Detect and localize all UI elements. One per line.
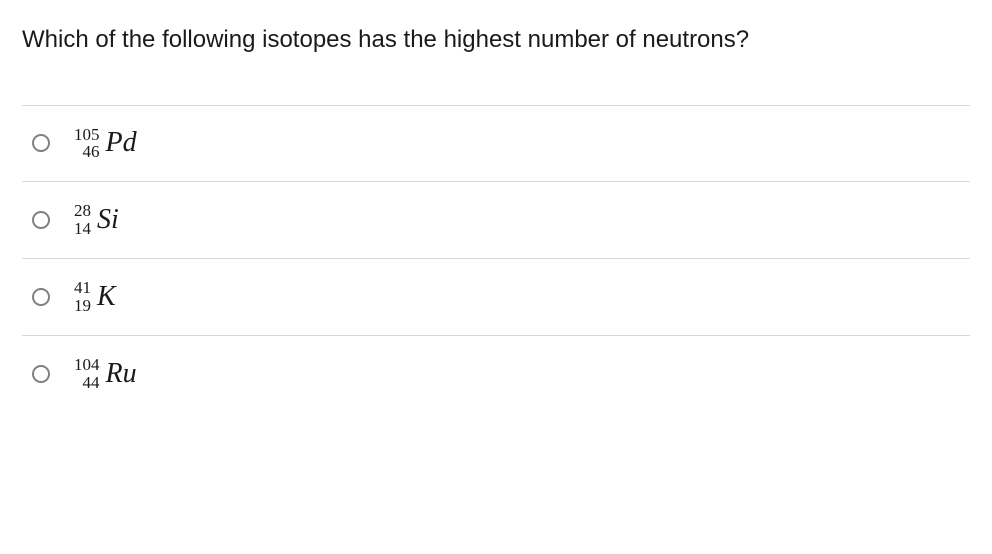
isotope-label: 104 44 Ru bbox=[74, 356, 137, 392]
isotope-label: 28 14 Si bbox=[74, 202, 119, 238]
mass-number: 104 bbox=[74, 356, 100, 374]
element-symbol: Si bbox=[97, 206, 119, 234]
atomic-number: 44 bbox=[83, 374, 100, 392]
mass-number: 105 bbox=[74, 126, 100, 144]
option-row[interactable]: 105 46 Pd bbox=[22, 106, 970, 183]
isotope-numbers: 104 44 bbox=[74, 356, 100, 392]
isotope-numbers: 28 14 bbox=[74, 202, 91, 238]
atomic-number: 14 bbox=[74, 220, 91, 238]
isotope-numbers: 41 19 bbox=[74, 279, 91, 315]
option-row[interactable]: 28 14 Si bbox=[22, 182, 970, 259]
mass-number: 28 bbox=[74, 202, 91, 220]
isotope-label: 105 46 Pd bbox=[74, 126, 137, 162]
option-row[interactable]: 41 19 K bbox=[22, 259, 970, 336]
element-symbol: Ru bbox=[106, 360, 137, 388]
option-row[interactable]: 104 44 Ru bbox=[22, 336, 970, 412]
element-symbol: Pd bbox=[106, 129, 137, 157]
radio-icon[interactable] bbox=[32, 134, 50, 152]
isotope-label: 41 19 K bbox=[74, 279, 116, 315]
options-list: 105 46 Pd 28 14 Si 41 19 K bbox=[22, 105, 970, 412]
mass-number: 41 bbox=[74, 279, 91, 297]
isotope-numbers: 105 46 bbox=[74, 126, 100, 162]
atomic-number: 19 bbox=[74, 297, 91, 315]
question-text: Which of the following isotopes has the … bbox=[22, 20, 970, 60]
atomic-number: 46 bbox=[83, 143, 100, 161]
element-symbol: K bbox=[97, 283, 116, 311]
radio-icon[interactable] bbox=[32, 365, 50, 383]
radio-icon[interactable] bbox=[32, 288, 50, 306]
radio-icon[interactable] bbox=[32, 211, 50, 229]
